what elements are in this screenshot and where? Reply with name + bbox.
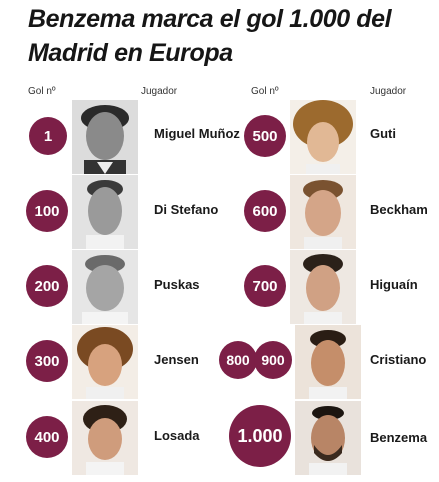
player-portrait xyxy=(290,250,356,324)
goal-badge-800: 800 xyxy=(219,341,257,379)
goal-badge-900: 900 xyxy=(254,341,292,379)
player-name: Losada xyxy=(154,428,200,443)
player-portrait xyxy=(295,401,361,475)
goal-badge: 600 xyxy=(244,190,286,232)
left-goal-header: Gol nº xyxy=(28,86,56,97)
player-name: Jensen xyxy=(154,352,199,367)
goal-row-100: 100 Di Stefano xyxy=(0,175,220,249)
goal-badge: 400 xyxy=(26,416,68,458)
goal-row-300: 300 Jensen xyxy=(0,325,220,399)
player-name: Beckham xyxy=(370,202,428,217)
player-portrait xyxy=(72,401,138,475)
goal-badge: 700 xyxy=(244,265,286,307)
goal-row-1: 1 Miguel Muñoz xyxy=(0,100,240,174)
player-portrait xyxy=(72,250,138,324)
player-portrait xyxy=(72,100,138,174)
goal-badge: 300 xyxy=(26,340,68,382)
goal-row-600: 600 Beckham xyxy=(220,175,439,249)
player-portrait xyxy=(290,175,356,249)
player-portrait xyxy=(290,100,356,174)
goal-badge: 1.000 xyxy=(229,405,291,467)
left-player-header: Jugador xyxy=(141,86,178,97)
player-portrait xyxy=(295,325,361,399)
goal-badge: 500 xyxy=(244,115,286,157)
goal-row-700: 700 Higuaín xyxy=(220,250,439,324)
goal-row-1000: 1.000 Benzema xyxy=(220,401,439,475)
player-name: Di Stefano xyxy=(154,202,219,217)
player-name: Guti xyxy=(370,126,396,141)
goal-row-400: 400 Losada xyxy=(0,401,220,475)
goal-row-800-900: 800 900 Cristiano xyxy=(219,325,439,399)
headline: Benzema marca el gol 1.000 del Madrid en… xyxy=(28,5,392,67)
player-name: Benzema xyxy=(370,430,428,445)
player-name: Puskas xyxy=(154,277,200,292)
player-name: Higuaín xyxy=(370,277,418,292)
player-name: Cristiano xyxy=(370,352,427,367)
goal-badge: 100 xyxy=(26,190,68,232)
right-player-header: Jugador xyxy=(370,86,407,97)
goal-row-500: 500 Guti xyxy=(220,100,439,174)
goal-badge: 200 xyxy=(26,265,68,307)
goal-badge: 1 xyxy=(29,117,67,155)
goal-row-200: 200 Puskas xyxy=(0,250,220,324)
right-goal-header: Gol nº xyxy=(251,86,279,97)
player-portrait xyxy=(72,325,138,399)
player-name: Miguel Muñoz xyxy=(154,126,240,141)
player-portrait xyxy=(72,175,138,249)
